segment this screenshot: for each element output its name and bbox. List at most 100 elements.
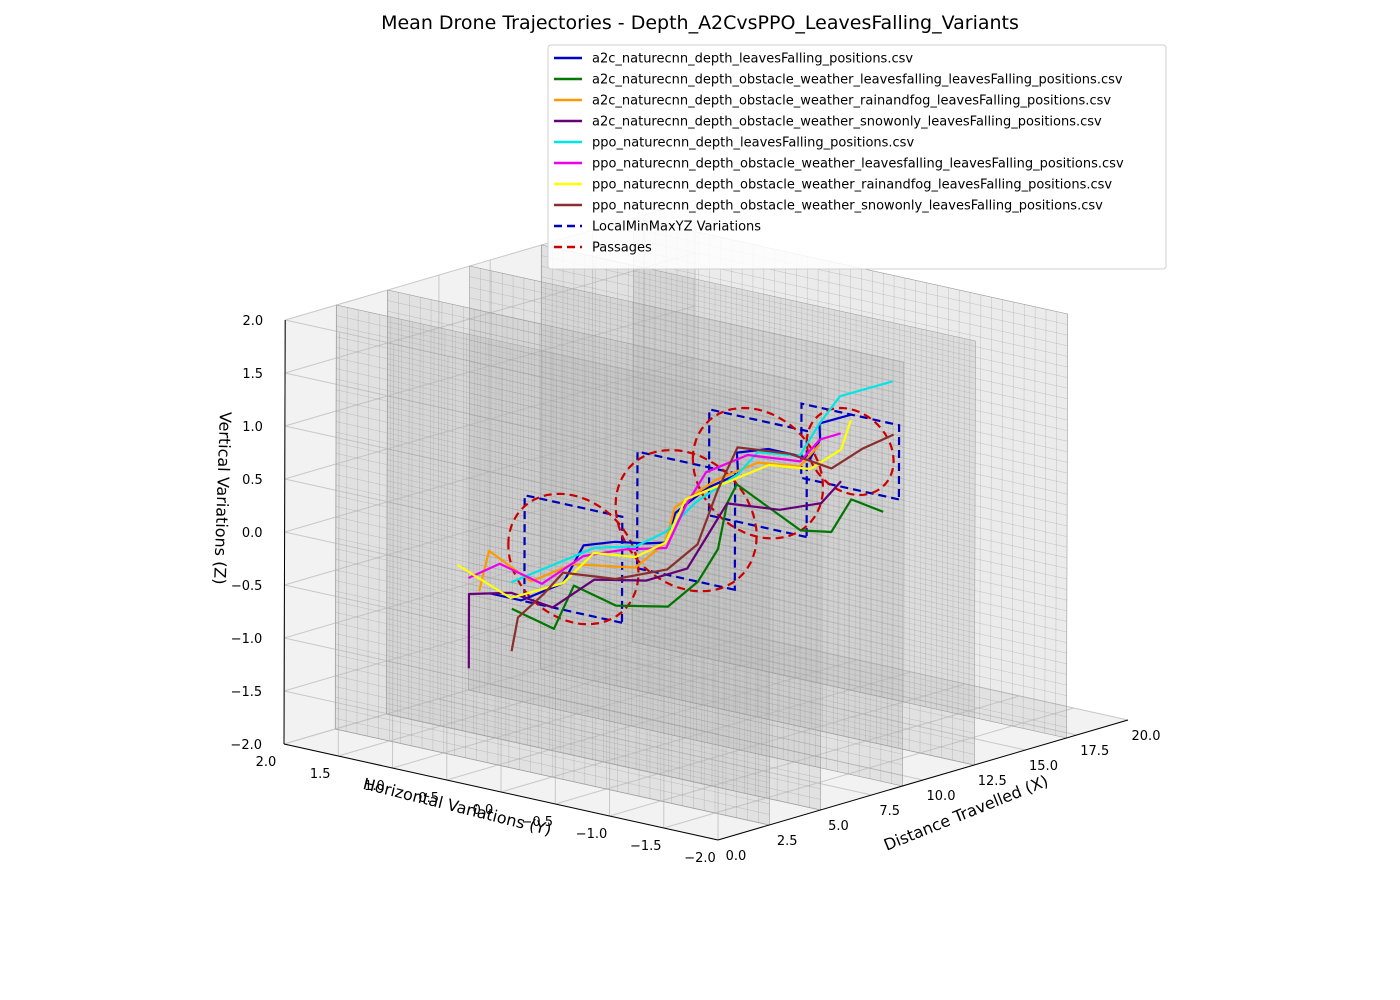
grid-line — [285, 319, 720, 417]
wall-mesh-line — [469, 371, 904, 469]
wall-mesh-line — [386, 639, 821, 736]
wall-mesh-line — [386, 544, 822, 641]
y-tick-label: −1.0 — [576, 827, 608, 842]
wall-mesh-line — [335, 654, 770, 751]
wall-mesh-line — [335, 718, 770, 815]
wall-mesh-line — [468, 605, 903, 702]
wall-mesh-line — [632, 610, 1067, 707]
wall-mesh-line — [540, 488, 975, 585]
wall-mesh-line — [336, 336, 771, 433]
wall-mesh-line — [335, 506, 770, 603]
wall-mesh-line — [540, 520, 975, 617]
wall-mesh-line — [633, 270, 1068, 368]
wall-mesh-line — [386, 660, 821, 758]
wall-mesh-line — [632, 599, 1067, 696]
wall-mesh-line — [633, 313, 1068, 410]
wall-mesh-line — [386, 650, 821, 747]
wall-mesh-line — [541, 255, 976, 352]
z-tick-label: 2.0 — [243, 314, 264, 329]
trajectory-lines — [457, 380, 895, 669]
wall-mesh-line — [336, 432, 771, 529]
wall-mesh-line — [387, 491, 822, 588]
wall-mesh-line — [468, 679, 903, 776]
wall-mesh-line — [633, 429, 1068, 527]
axis-lines — [283, 319, 1129, 841]
grid-line — [284, 425, 720, 523]
wall-mesh-line — [469, 435, 904, 532]
x-tick-label: 5.0 — [828, 819, 849, 834]
y-tick-label: 0.5 — [418, 791, 439, 806]
wall-mesh-line — [540, 573, 975, 670]
wall-mesh-line — [632, 557, 1067, 654]
z-tick-label: −0.5 — [231, 579, 263, 594]
legend: a2c_naturecnn_depth_leavesFalling_positi… — [547, 44, 1167, 270]
wall-mesh-line — [469, 361, 904, 458]
wall-mesh-line — [633, 281, 1068, 378]
wall-mesh-line — [468, 658, 903, 755]
z-tick-label: −1.0 — [231, 632, 263, 647]
wall-mesh-line — [387, 448, 822, 546]
wall-mesh-line — [386, 607, 821, 705]
wall-mesh-line — [386, 629, 821, 726]
wall-mesh-line — [468, 626, 903, 723]
wall-mesh-line — [632, 631, 1067, 728]
local-min-max-box — [707, 408, 809, 539]
wall-mesh-line — [540, 435, 975, 532]
wall-mesh-line — [387, 395, 822, 493]
wall-mesh-line — [633, 292, 1068, 389]
wall-mesh-line — [387, 311, 822, 408]
wall-mesh-line — [336, 379, 771, 476]
x-tick-label: 0.0 — [726, 849, 747, 864]
y-tick-label: −0.5 — [521, 815, 553, 830]
x-tick-label: 2.5 — [777, 834, 798, 849]
wall-mesh-line — [387, 512, 822, 609]
y-tick-label: 2.0 — [256, 755, 277, 770]
wall-mesh-line — [387, 364, 822, 461]
wall-mesh-line — [540, 425, 975, 522]
z-tick-label: −1.5 — [231, 685, 263, 700]
wall-mesh-line — [469, 276, 904, 373]
wall-mesh-line — [540, 509, 975, 607]
wall-mesh-line — [387, 501, 822, 599]
chart-title: Mean Drone Trajectories - Depth_A2CvsPPO… — [381, 12, 1019, 34]
wall-mesh-line — [540, 658, 975, 755]
wall-mesh-line — [468, 552, 903, 649]
wall-mesh-line — [468, 530, 903, 628]
grid-line — [284, 584, 719, 682]
legend-entry: a2c_naturecnn_depth_leavesFalling_positi… — [592, 52, 913, 67]
wall-mesh-line — [468, 583, 903, 681]
wall-mesh-line — [541, 350, 976, 448]
grid-line — [284, 637, 719, 735]
legend-entry: ppo_naturecnn_depth_obstacle_weather_lea… — [592, 157, 1124, 172]
obstacle-wall — [632, 217, 1069, 739]
wall-mesh-line — [468, 668, 903, 765]
wall-mesh-line — [633, 398, 1068, 495]
wall-mesh-line — [335, 548, 770, 645]
wall-mesh-line — [540, 637, 975, 734]
wall-mesh-line — [540, 647, 975, 744]
wall-mesh-line — [469, 467, 904, 564]
wall-mesh-line — [541, 276, 976, 373]
legend-entry: a2c_naturecnn_depth_obstacle_weather_sno… — [592, 115, 1102, 130]
wall-mesh-line — [387, 438, 822, 535]
wall-mesh-line — [335, 612, 770, 709]
wall-mesh-line — [540, 456, 975, 554]
wall-mesh-line — [469, 393, 904, 490]
wall-mesh-line — [469, 446, 904, 543]
legend-entry: ppo_naturecnn_depth_obstacle_weather_sno… — [592, 199, 1103, 214]
wall-mesh-line — [540, 541, 975, 638]
wall-mesh-line — [540, 446, 975, 543]
wall-mesh-line — [633, 302, 1068, 399]
grid-line — [284, 690, 719, 788]
wall-mesh-line — [540, 499, 975, 596]
wall-mesh-line — [632, 493, 1067, 590]
wall-mesh-line — [387, 353, 822, 450]
local-min-max-boxes — [523, 402, 901, 625]
wall-mesh-line — [387, 406, 822, 503]
wall-mesh-line — [541, 319, 976, 416]
local-min-max-box — [523, 493, 624, 625]
z-tick-label: 1.5 — [242, 367, 263, 382]
wall-mesh-line — [386, 523, 822, 620]
wall-mesh-line — [387, 300, 822, 397]
